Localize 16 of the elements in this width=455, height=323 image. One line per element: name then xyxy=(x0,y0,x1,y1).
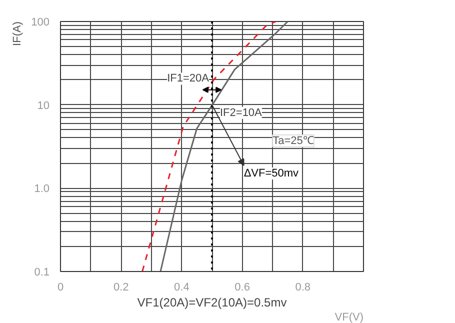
y-tick-label: 10 xyxy=(37,100,50,112)
x-tick-label: 0.8 xyxy=(295,282,311,294)
annotation: IF1=20A xyxy=(167,72,210,85)
annotation: ΔVF=50mv xyxy=(244,167,300,180)
y-tick-label: 0.1 xyxy=(34,266,50,278)
annotation: Ta=25℃ xyxy=(272,134,314,147)
x-tick-label: 0.2 xyxy=(113,282,129,294)
y-tick-label: 1.0 xyxy=(34,183,50,196)
x-tick-label: 0.6 xyxy=(234,282,250,294)
ref-line-label: VF1(20A)=VF2(10A)=0.5mv xyxy=(137,296,287,310)
y-axis-title: IF(A) xyxy=(12,21,24,46)
x-tick-label: 0.4 xyxy=(174,282,190,294)
annotation: IF2=10A xyxy=(220,106,263,119)
x-tick-label: 0 xyxy=(57,282,64,294)
y-tick-label: 100 xyxy=(31,16,50,28)
x-axis-title: VF(V) xyxy=(334,312,364,323)
